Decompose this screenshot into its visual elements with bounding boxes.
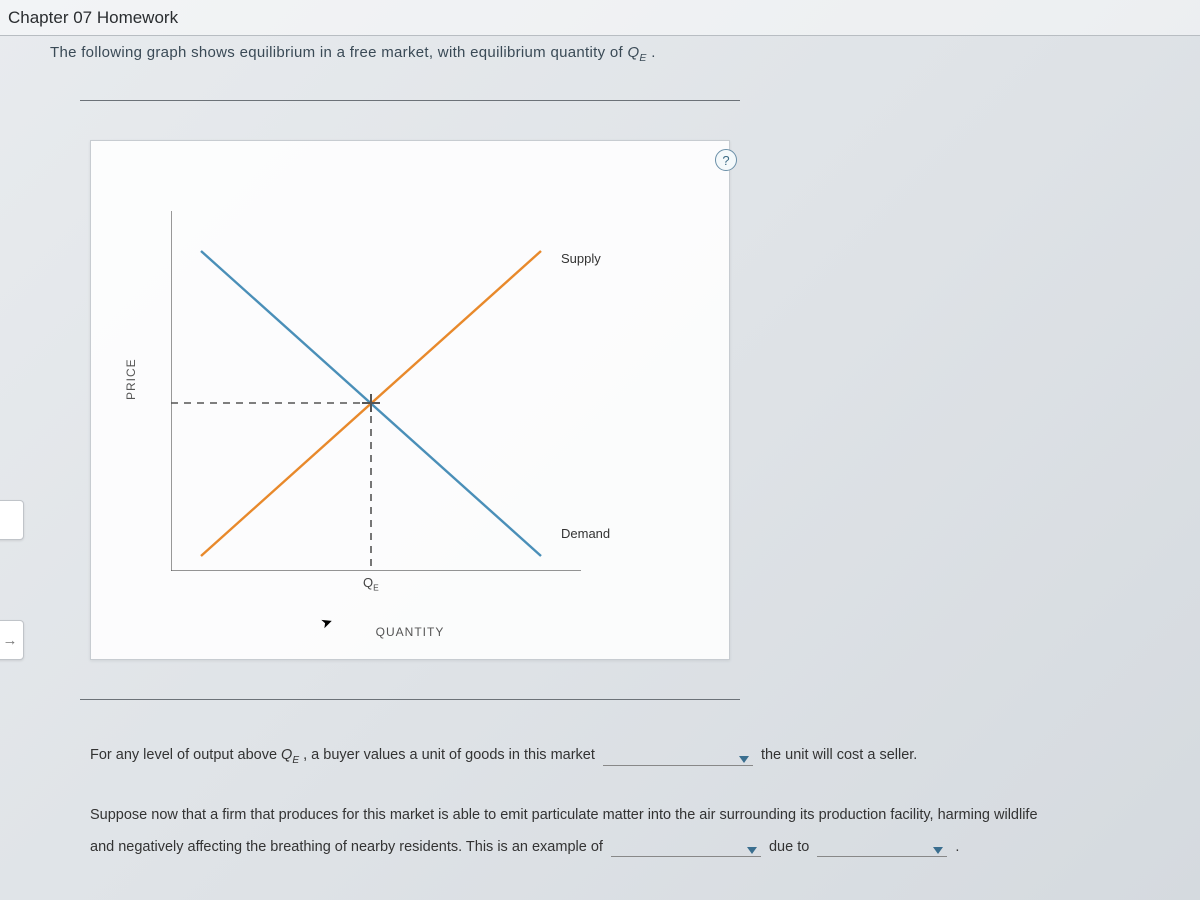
q1-part3: the unit will cost a seller. [761, 747, 917, 763]
header-bar: Chapter 07 Homework [0, 0, 1200, 36]
intro-text: The following graph shows equilibrium in… [50, 44, 656, 64]
left-nav-stub: → [0, 500, 38, 670]
q1-part2: , a buyer values a unit of goods in this… [303, 747, 599, 763]
intro-prefix: The following graph shows equilibrium in… [50, 44, 627, 61]
q1-symbol: QE [281, 747, 299, 763]
nav-pill-arrow[interactable]: → [0, 620, 24, 660]
help-icon[interactable]: ? [715, 149, 737, 171]
q2-tail: . [955, 839, 959, 855]
supply-label: Supply [561, 251, 601, 266]
arrow-right-icon: → [3, 632, 18, 649]
q1-part1: For any level of output above [90, 747, 281, 763]
demand-label: Demand [561, 526, 610, 541]
nav-pill-blank[interactable] [0, 500, 24, 540]
hr-bottom [80, 699, 740, 700]
q2-mid: due to [769, 839, 813, 855]
chevron-down-icon [933, 847, 943, 854]
y-axis-label: PRICE [124, 358, 138, 400]
chevron-down-icon [747, 847, 757, 854]
intro-suffix: . [651, 44, 655, 61]
help-glyph: ? [722, 153, 729, 168]
intro-symbol: QE [627, 44, 646, 61]
x-tick-qe: QE [363, 575, 379, 593]
hr-top [80, 100, 740, 101]
q2-line2a: and negatively affecting the breathing o… [90, 839, 607, 855]
question-1: For any level of output above QE , a buy… [90, 740, 1170, 772]
cursor-icon: ➤ [318, 613, 335, 633]
q2-line1: Suppose now that a firm that produces fo… [90, 807, 1038, 823]
page-title: Chapter 07 Homework [8, 8, 178, 28]
graph-card: ? PRICE Supply Demand [90, 140, 730, 660]
chart-svg [171, 211, 581, 571]
q2-dropdown-1[interactable] [611, 847, 761, 857]
chevron-down-icon [739, 756, 749, 763]
q1-dropdown-1[interactable] [603, 756, 753, 766]
graph-region: ? PRICE Supply Demand [80, 120, 740, 680]
question-2: Suppose now that a firm that produces fo… [90, 800, 1180, 864]
x-axis-label: QUANTITY [376, 625, 445, 639]
q2-dropdown-2[interactable] [817, 847, 947, 857]
plot-area[interactable]: Supply Demand [171, 211, 581, 571]
